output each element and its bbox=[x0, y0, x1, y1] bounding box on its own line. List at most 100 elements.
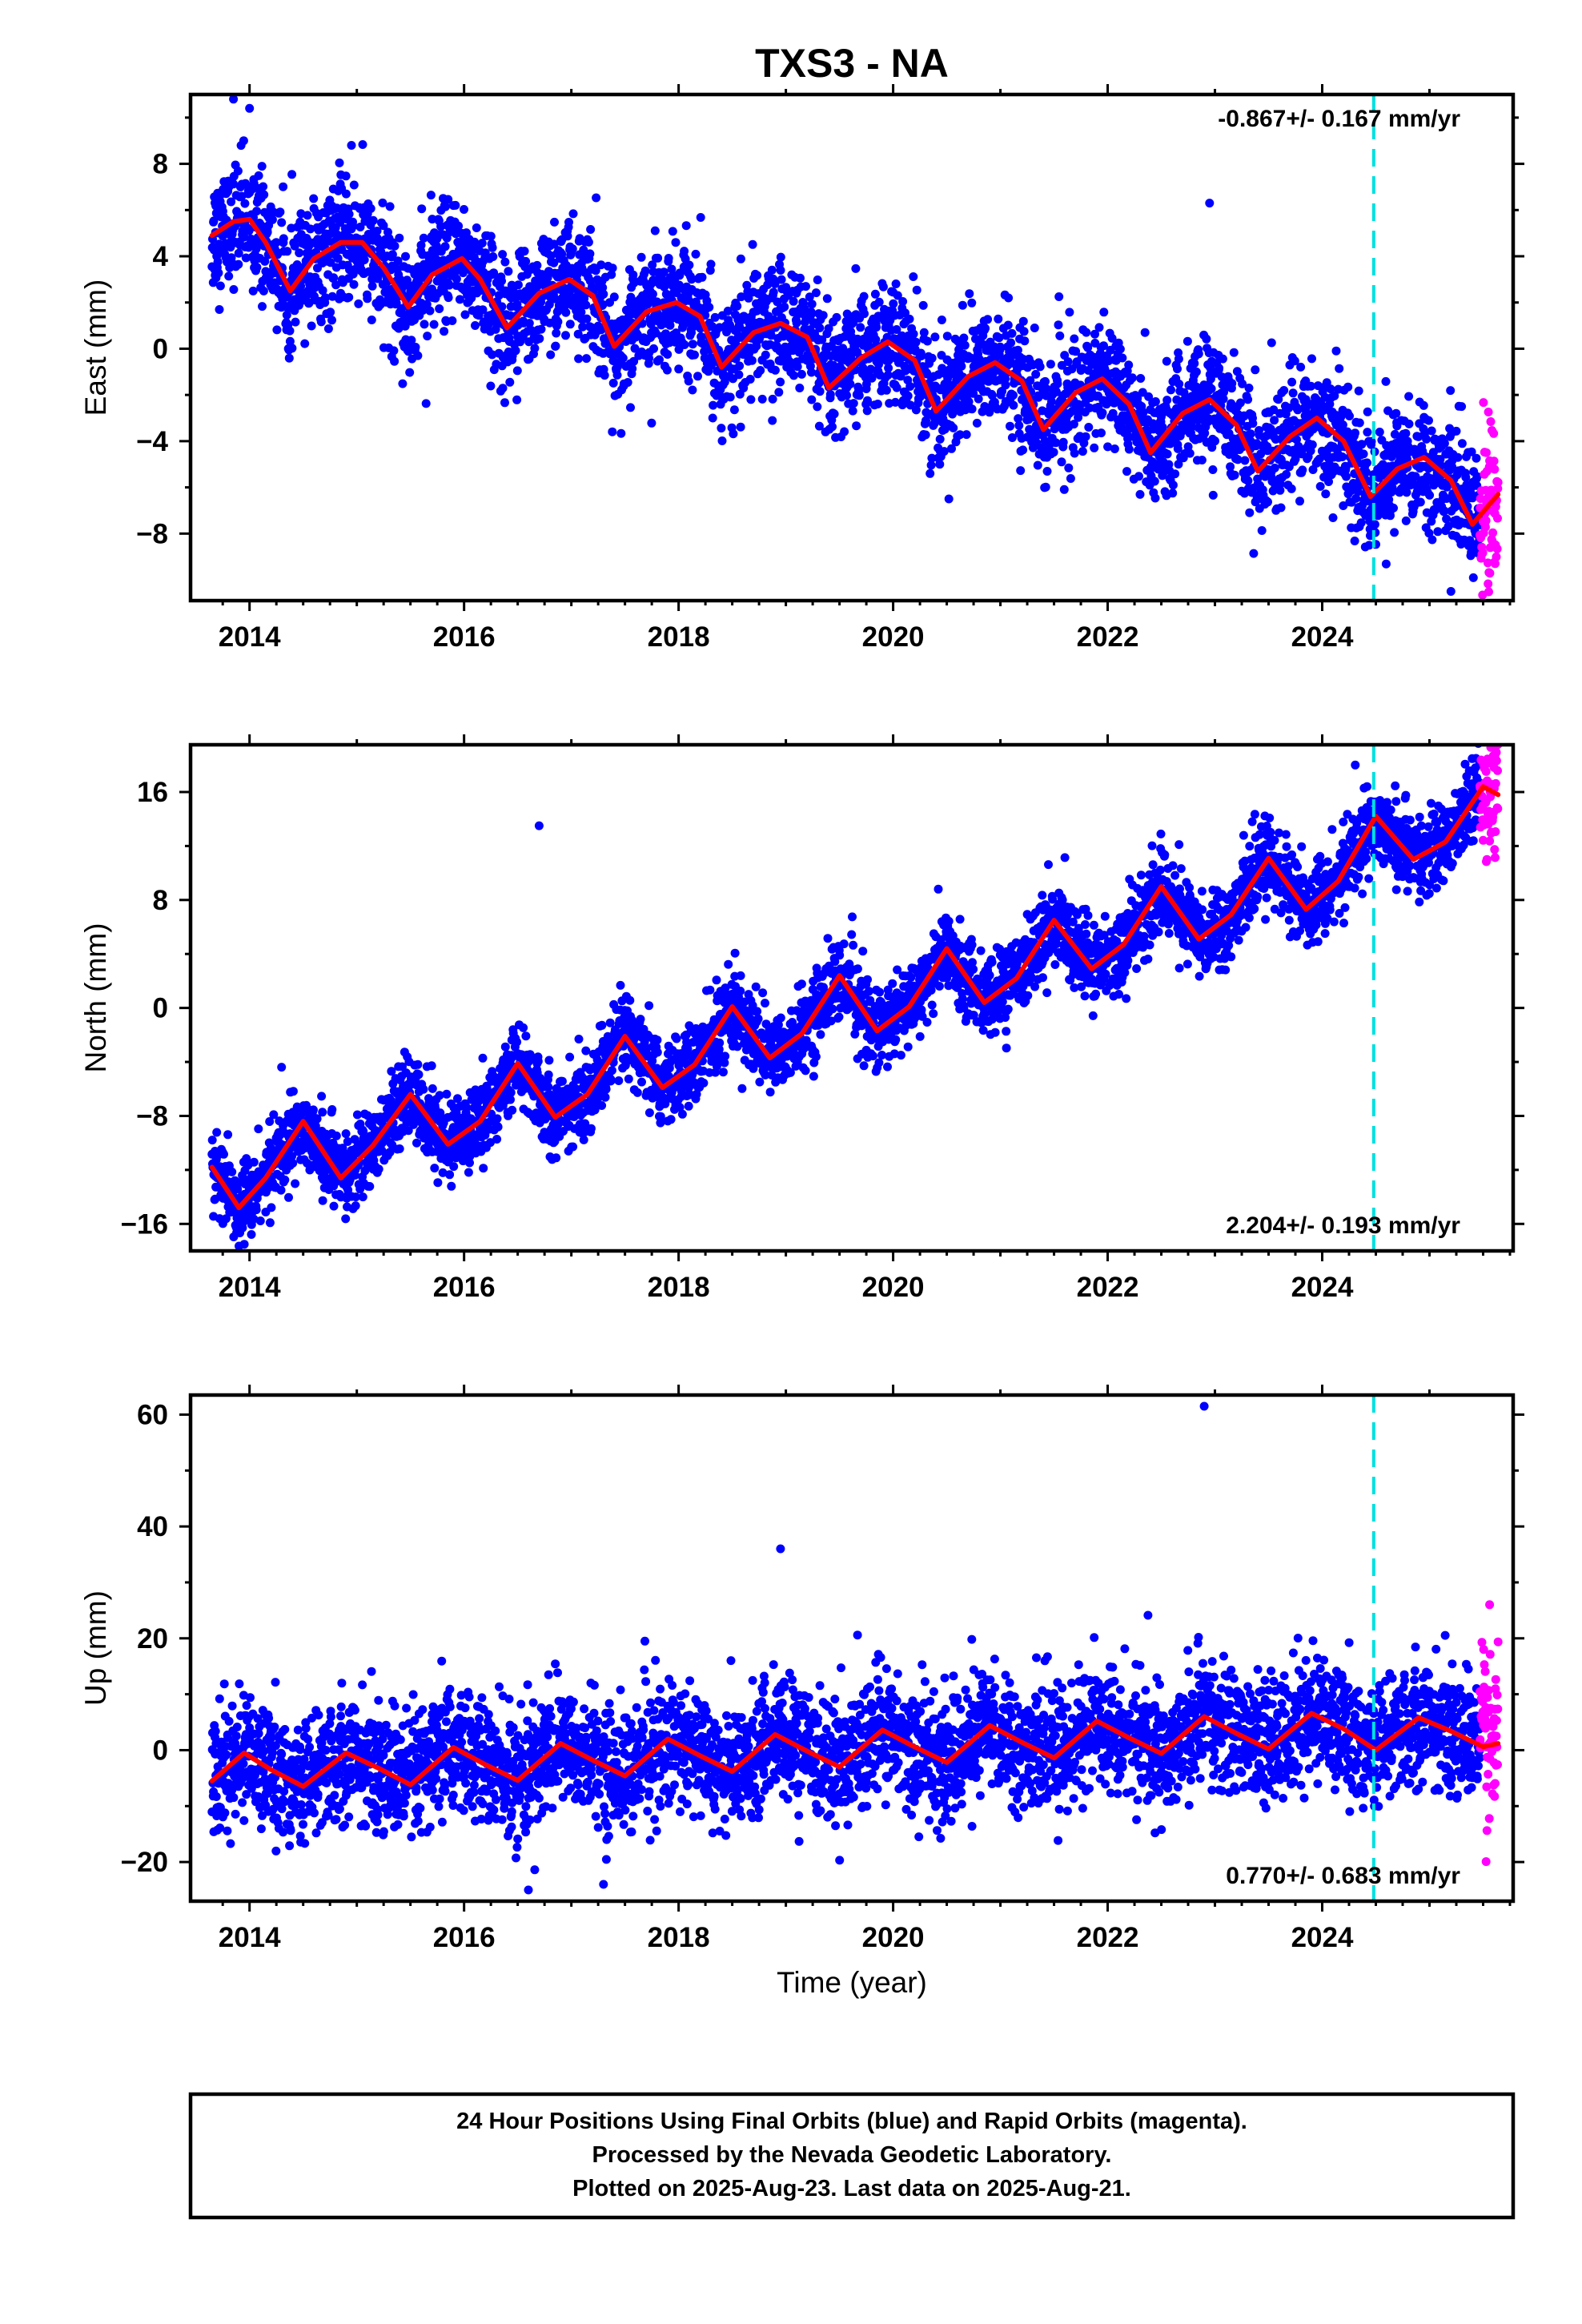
final-orbit-point bbox=[1166, 385, 1175, 395]
final-orbit-point bbox=[962, 430, 971, 440]
final-orbit-point bbox=[576, 308, 586, 317]
final-orbit-point bbox=[926, 468, 935, 478]
final-orbit-point bbox=[687, 275, 697, 284]
final-orbit-point bbox=[327, 316, 336, 325]
final-orbit-point bbox=[579, 245, 588, 255]
final-orbit-point bbox=[828, 422, 837, 432]
final-orbit-point bbox=[935, 434, 945, 444]
final-orbit-point bbox=[344, 292, 354, 302]
final-orbit-point bbox=[573, 329, 583, 339]
final-orbit-point bbox=[1270, 463, 1279, 472]
final-orbit-point bbox=[1009, 391, 1018, 400]
final-orbit-point bbox=[530, 344, 540, 353]
final-orbit-point bbox=[591, 266, 600, 275]
final-orbit-point bbox=[697, 272, 707, 282]
final-orbit-point bbox=[616, 428, 626, 438]
final-orbit-point bbox=[1065, 308, 1074, 317]
final-orbit-point bbox=[512, 366, 522, 376]
final-orbit-point bbox=[723, 306, 733, 316]
final-orbit-point bbox=[628, 270, 638, 279]
final-orbit-point bbox=[239, 232, 249, 242]
final-orbit-point bbox=[811, 288, 821, 298]
final-orbit-point bbox=[497, 302, 507, 312]
outlier-point bbox=[245, 103, 255, 113]
final-orbit-point bbox=[423, 332, 432, 341]
x-tick-label: 2014 bbox=[219, 621, 281, 653]
final-orbit-point bbox=[592, 193, 601, 203]
final-orbit-point bbox=[930, 332, 940, 342]
final-orbit-point bbox=[387, 250, 397, 259]
final-orbit-point bbox=[1355, 418, 1364, 428]
rapid-orbit-point bbox=[1489, 456, 1499, 466]
final-orbit-point bbox=[513, 280, 523, 290]
final-orbit-point bbox=[390, 356, 400, 366]
final-orbit-point bbox=[295, 248, 304, 258]
final-orbit-point bbox=[768, 394, 777, 404]
final-orbit-point bbox=[574, 354, 584, 364]
final-orbit-point bbox=[793, 362, 802, 372]
final-orbit-point bbox=[1468, 573, 1478, 582]
final-orbit-point bbox=[1049, 448, 1058, 457]
final-orbit-point bbox=[564, 218, 573, 227]
final-orbit-point bbox=[272, 325, 282, 335]
final-orbit-point bbox=[1453, 452, 1463, 462]
final-orbit-point bbox=[277, 218, 287, 227]
final-orbit-point bbox=[454, 221, 464, 231]
final-orbit-point bbox=[259, 190, 269, 199]
final-orbit-point bbox=[1006, 338, 1016, 348]
final-orbit-point bbox=[706, 259, 716, 269]
final-orbit-point bbox=[318, 286, 327, 296]
final-orbit-point bbox=[1359, 449, 1368, 459]
final-orbit-point bbox=[1390, 528, 1399, 537]
final-orbit-point bbox=[1422, 434, 1431, 444]
final-orbit-point bbox=[284, 353, 294, 363]
final-orbit-point bbox=[773, 297, 782, 307]
final-orbit-point bbox=[292, 260, 302, 269]
final-orbit-point bbox=[729, 405, 739, 415]
final-orbit-point bbox=[395, 233, 404, 243]
final-orbit-point bbox=[448, 316, 457, 325]
final-orbit-point bbox=[733, 301, 742, 311]
final-orbit-point bbox=[1375, 428, 1384, 436]
final-orbit-point bbox=[753, 271, 762, 280]
final-orbit-point bbox=[680, 247, 689, 256]
final-orbit-point bbox=[455, 295, 464, 304]
final-orbit-point bbox=[255, 1216, 265, 1225]
final-orbit-point bbox=[849, 318, 858, 327]
final-orbit-point bbox=[607, 270, 616, 279]
final-orbit-point bbox=[234, 248, 243, 258]
final-orbit-point bbox=[1135, 489, 1145, 499]
final-orbit-point bbox=[329, 1201, 339, 1211]
final-orbit-point bbox=[688, 385, 697, 395]
final-orbit-point bbox=[586, 225, 596, 234]
final-orbit-point bbox=[881, 385, 891, 395]
final-orbit-point bbox=[578, 322, 588, 332]
final-orbit-point bbox=[1014, 420, 1024, 430]
final-orbit-point bbox=[535, 334, 544, 344]
final-orbit-point bbox=[478, 305, 488, 315]
final-orbit-point bbox=[543, 273, 552, 283]
final-orbit-point bbox=[919, 328, 929, 337]
final-orbit-point bbox=[309, 194, 319, 203]
final-orbit-point bbox=[1389, 503, 1398, 513]
final-orbit-point bbox=[223, 1130, 233, 1140]
final-orbit-point bbox=[260, 256, 270, 266]
final-orbit-point bbox=[770, 365, 780, 375]
final-orbit-point bbox=[688, 340, 697, 349]
final-orbit-point bbox=[1097, 428, 1106, 438]
y-tick-label: −4 bbox=[136, 426, 168, 457]
final-orbit-point bbox=[861, 380, 871, 389]
final-orbit-point bbox=[757, 394, 767, 404]
final-orbit-point bbox=[829, 409, 839, 419]
final-orbit-point bbox=[486, 231, 496, 241]
final-orbit-point bbox=[326, 308, 335, 317]
final-orbit-point bbox=[756, 366, 765, 375]
final-orbit-point bbox=[402, 275, 412, 285]
final-orbit-point bbox=[636, 252, 646, 262]
final-orbit-point bbox=[248, 286, 258, 296]
final-orbit-point bbox=[890, 397, 900, 407]
final-orbit-point bbox=[867, 373, 877, 383]
final-orbit-point bbox=[972, 418, 982, 428]
final-orbit-point bbox=[511, 346, 520, 356]
